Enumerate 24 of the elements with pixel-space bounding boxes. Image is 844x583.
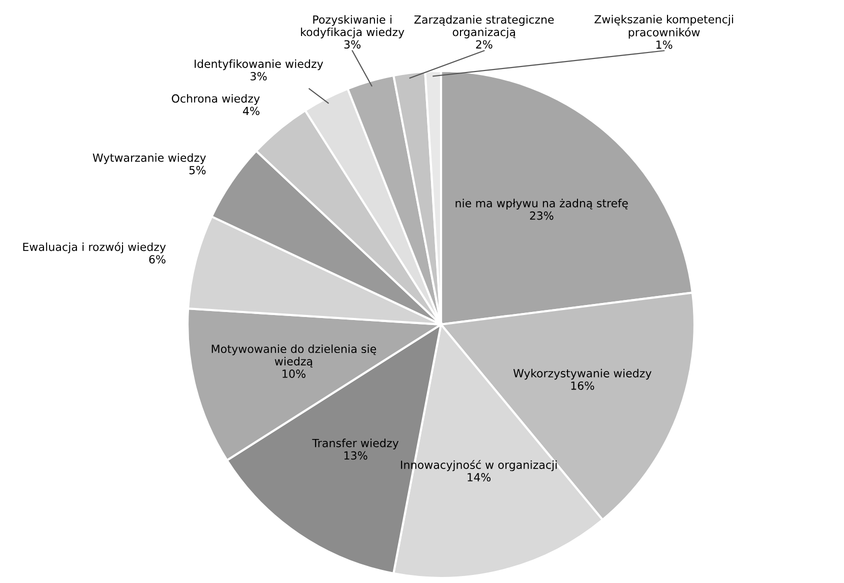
slice-label: Identyfikowanie wiedzy (194, 59, 324, 70)
slice-label: Motywowanie do dzielenia się wiedzą (212, 344, 376, 368)
slice-label: Ochrona wiedzy (172, 94, 260, 105)
slice-label: Transfer wiedzy (312, 438, 399, 450)
data-label: 6% (149, 255, 166, 264)
data-label: 3% (344, 40, 360, 49)
data-label: 10% (282, 370, 306, 378)
data-label: 23% (530, 211, 554, 220)
slice-label: Zarządzanie strategiczne organizacją (414, 15, 554, 38)
slice-label: Pozyskiwanie i kodyfikacja wiedzy (301, 15, 404, 38)
slice-label: nie ma wpływu na żadną strefę (456, 198, 628, 210)
data-label: 3% (250, 72, 267, 80)
data-label: 16% (571, 381, 594, 390)
data-label: 1% (656, 40, 672, 49)
data-label: 14% (468, 473, 491, 482)
slice-label: Ewaluacja i rozwój wiedzy (23, 242, 166, 254)
slice-label: Zwiększanie kompetencji pracowników (594, 14, 734, 39)
data-label: 13% (344, 451, 368, 460)
data-label: 2% (476, 40, 492, 49)
slice-label: Innowacyjność w organizacji (401, 460, 557, 472)
data-label: 5% (189, 166, 206, 174)
slice-label: Wytwarzanie wiedzy (92, 153, 206, 164)
slice-label: Wykorzystywanie wiedzy (513, 368, 652, 380)
data-label: 4% (242, 106, 260, 116)
